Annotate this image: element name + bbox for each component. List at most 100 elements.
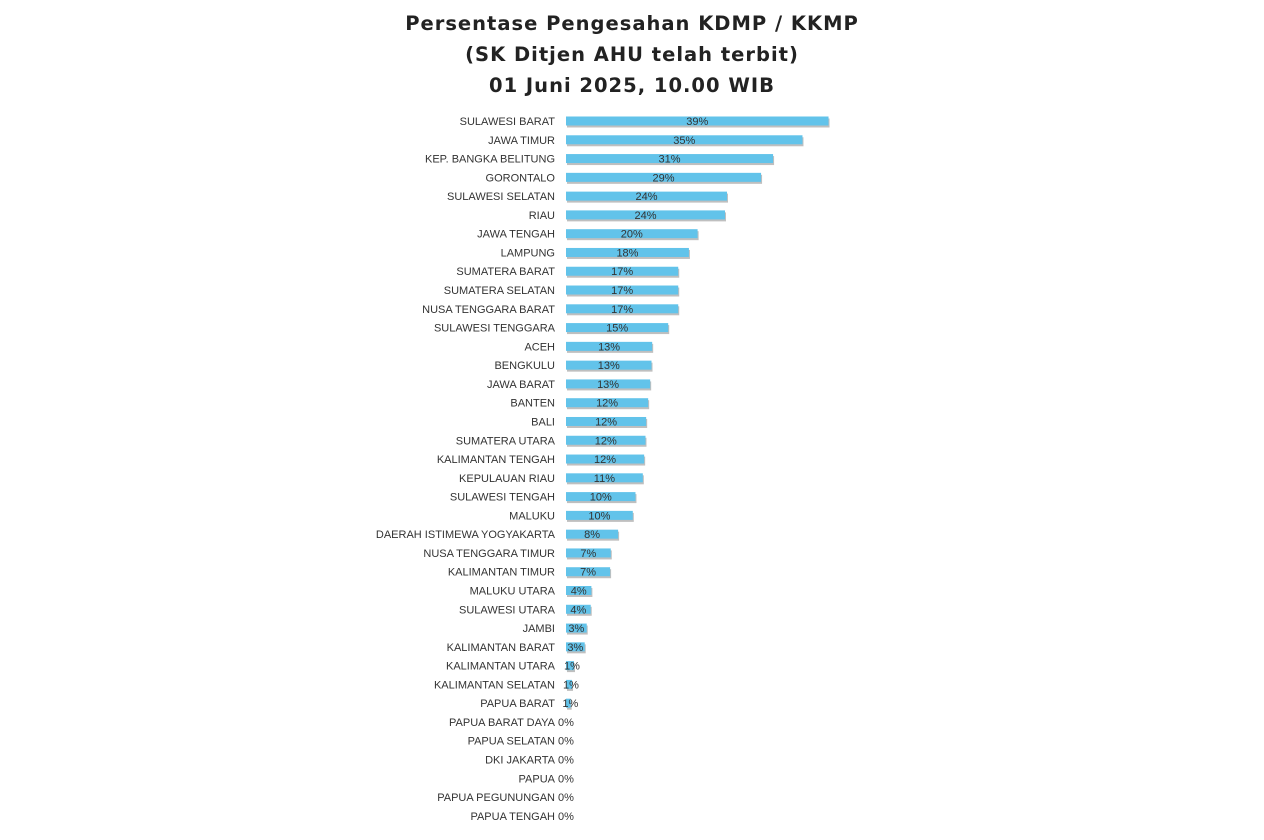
bar [566,416,647,426]
bar [566,266,679,276]
bar [566,679,573,689]
data-label: 0% [558,773,574,785]
bar [566,304,679,314]
data-label: 4% [571,586,587,598]
bar [566,548,611,558]
data-label: 0% [558,792,574,804]
bar [566,398,649,408]
category-label: PAPUA SELATAN [468,736,555,748]
bar [566,247,689,257]
bar [566,210,725,220]
bar [566,510,633,520]
bar [566,492,636,502]
bar [566,529,619,539]
bar [566,229,698,239]
category-label: PAPUA TENGAH [470,811,555,823]
bar [566,642,585,652]
category-label: JAWA TENGAH [477,229,555,241]
category-label: SULAWESI TENGAH [450,492,555,504]
data-label: 12% [596,398,618,410]
data-label: 4% [570,604,586,616]
data-label: 12% [594,454,616,466]
bar [566,191,727,201]
category-label: KALIMANTAN SELATAN [434,679,555,691]
category-label: JAWA TIMUR [488,135,555,147]
data-label: 24% [635,191,657,203]
category-label: PAPUA PEGUNUNGAN [437,792,555,804]
category-label: SULAWESI TENGGARA [434,323,556,335]
data-label: 24% [634,210,656,222]
category-label: JAMBI [523,623,555,635]
bar [566,172,762,182]
data-label: 7% [580,567,596,579]
category-label: KALIMANTAN UTARA [446,661,556,673]
category-label: KALIMANTAN TENGAH [437,454,555,466]
category-label: SUMATERA BARAT [456,266,555,278]
bar [566,698,571,708]
category-label: MALUKU [509,510,555,522]
category-label: SUMATERA UTARA [456,435,556,447]
data-label: 31% [659,154,681,166]
category-label: KALIMANTAN TIMUR [448,567,555,579]
category-label: GORONTALO [486,172,556,184]
category-label: JAWA BARAT [487,379,555,391]
chart-title-line-2: (SK Ditjen AHU telah terbit) [465,43,799,66]
bar [566,435,646,445]
data-label: 1% [564,661,580,673]
category-label: SULAWESI UTARA [459,604,556,616]
category-label: BALI [531,416,555,428]
category-label: BENGKULU [494,360,555,372]
data-label: 0% [558,755,574,767]
data-label: 11% [594,473,615,485]
data-label: 0% [558,736,574,748]
category-label: PAPUA BARAT [480,698,555,710]
category-label: LAMPUNG [501,247,555,259]
bar [566,360,652,370]
data-label: 17% [611,266,633,278]
category-label: NUSA TENGGARA BARAT [422,304,555,316]
data-label: 18% [616,247,638,259]
data-label: 12% [595,416,617,428]
category-label: NUSA TENGGARA TIMUR [423,548,555,560]
bar [566,623,587,633]
category-label: DAERAH ISTIMEWA YOGYAKARTA [376,529,556,541]
data-label: 0% [558,717,574,729]
category-label: DKI JAKARTA [485,755,556,767]
category-label: PAPUA [519,773,556,785]
data-label: 10% [588,510,610,522]
chart-title: Persentase Pengesahan KDMP / KKMP (SK Di… [332,8,932,101]
category-label: SULAWESI BARAT [460,116,556,128]
bar [566,323,669,333]
data-label: 13% [598,341,620,353]
category-label: KEP. BANGKA BELITUNG [425,154,555,166]
data-label: 17% [611,285,633,297]
chart-title-line-3: 01 Juni 2025, 10.00 WIB [489,74,775,97]
data-label: 39% [686,116,708,128]
bar [566,454,645,464]
data-label: 13% [598,360,620,372]
bar [566,285,679,295]
chart-title-line-1: Persentase Pengesahan KDMP / KKMP [405,12,859,35]
bar [566,661,575,671]
data-label: 12% [595,435,617,447]
category-label: RIAU [529,210,555,222]
data-label: 7% [580,548,596,560]
bar [566,135,803,145]
category-label: SULAWESI SELATAN [447,191,555,203]
bar [566,586,592,595]
data-label: 8% [584,529,600,541]
data-label: 17% [611,304,633,316]
data-label: 15% [606,323,628,335]
bar [566,473,643,483]
category-label: PAPUA BARAT DAYA [449,717,556,729]
data-label: 29% [653,172,675,184]
data-label: 3% [568,623,584,635]
category-label: MALUKU UTARA [470,586,556,598]
data-label: 3% [567,642,583,654]
bar [566,116,829,126]
category-label: KEPULAUAN RIAU [459,473,555,485]
bar [566,567,611,577]
bar [566,341,653,351]
data-label: 13% [597,379,619,391]
